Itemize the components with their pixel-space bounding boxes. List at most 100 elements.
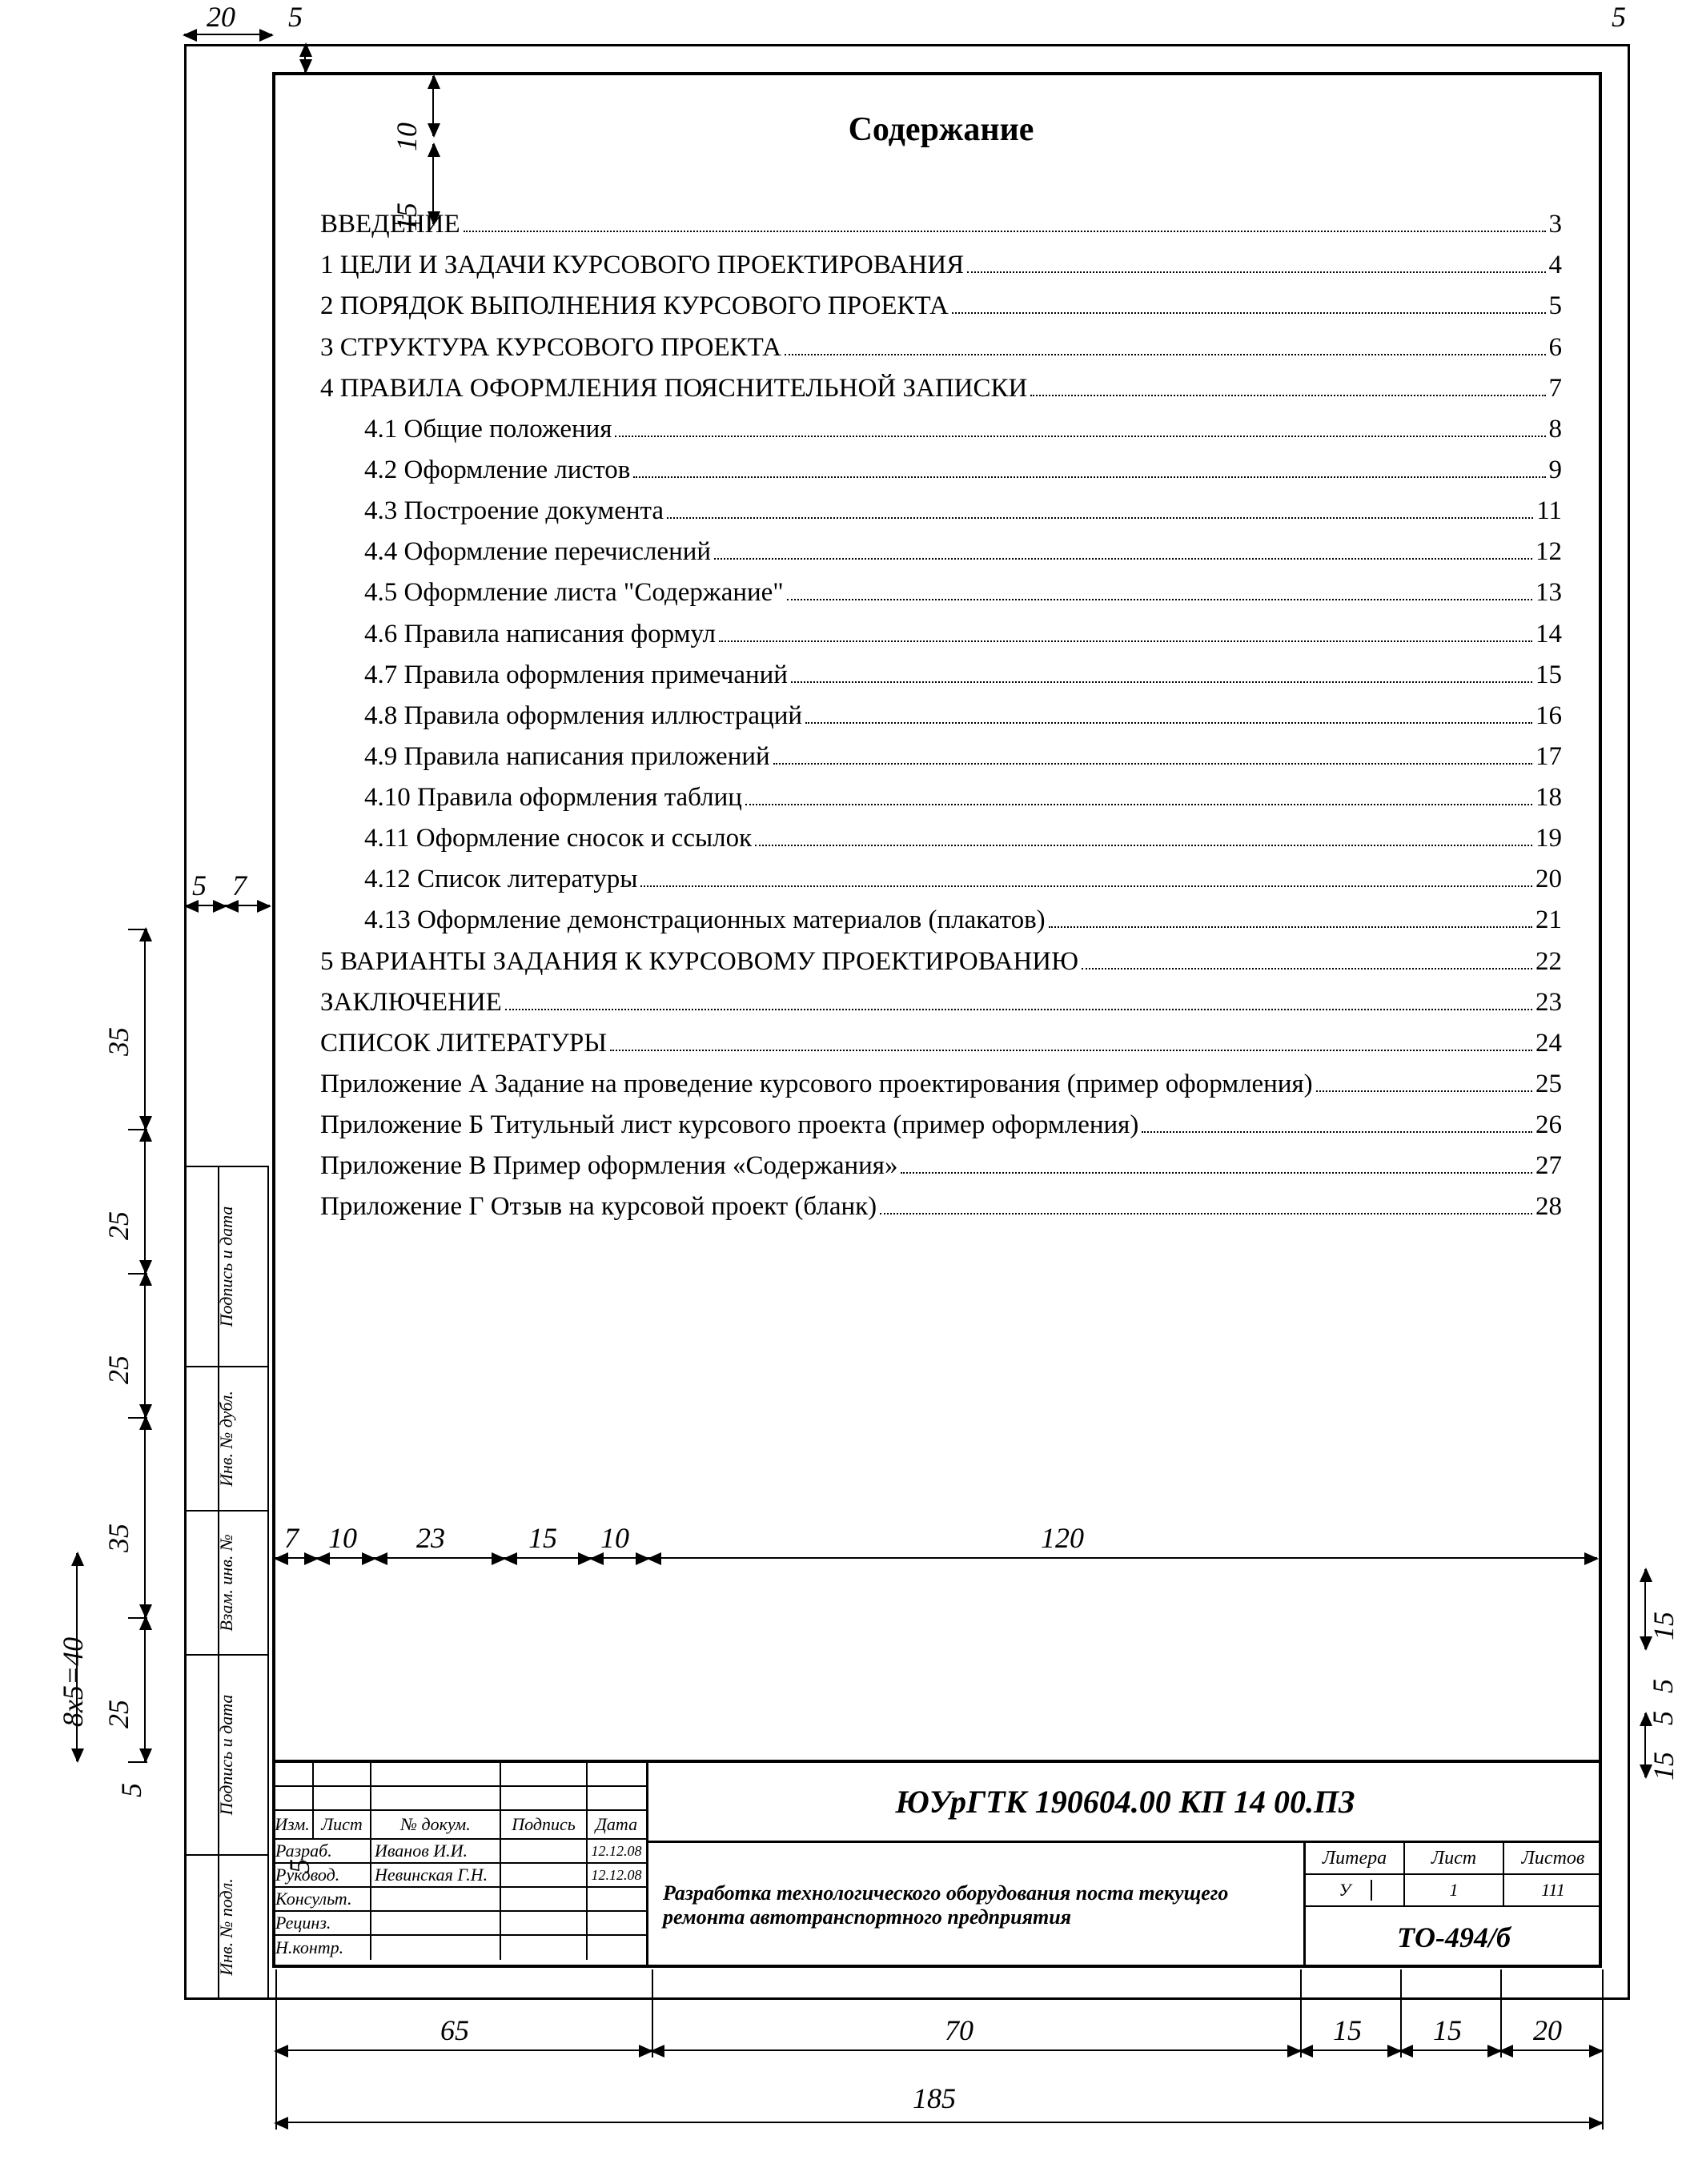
tb-person-row: Руковод.Невинская Г.Н.12.12.08 — [272, 1864, 646, 1888]
toc-page: 21 — [1535, 900, 1562, 941]
dim-line — [591, 1557, 648, 1559]
side-stamp-label: Подпись и дата — [216, 1695, 237, 1816]
dim-line — [1300, 2050, 1400, 2051]
toc-leader — [952, 312, 1546, 314]
toc-leader — [464, 231, 1546, 232]
toc-leader — [1142, 1131, 1532, 1133]
list-val: 1 — [1405, 1875, 1504, 1905]
dim-10: 10 — [390, 122, 424, 151]
toc-text: 4.13 Оформление демонстрационных материа… — [364, 900, 1046, 941]
toc-row: Приложение Г Отзыв на курсовой проект (б… — [320, 1186, 1562, 1227]
toc-text: 3 СТРУКТУРА КУРСОВОГО ПРОЕКТА — [320, 327, 781, 368]
toc-leader — [1082, 968, 1532, 970]
side-stamp-label: Инв. № подл. — [216, 1878, 237, 1976]
toc-text: Приложение В Пример оформления «Содержан… — [320, 1146, 897, 1186]
dim-line — [144, 1617, 146, 1761]
dim-120: 120 — [1041, 1521, 1084, 1555]
side-stamp-cell: Инв. № подл. — [186, 1854, 269, 1998]
toc-leader — [755, 845, 1532, 846]
dim-line — [432, 76, 434, 136]
tb-date: 12.12.08 — [588, 1864, 645, 1886]
tb-header-row: Изм. Лист № докум. Подпись Дата — [272, 1811, 646, 1840]
toc-row: 4.6 Правила написания формул14 — [320, 614, 1562, 655]
toc-text: 4.6 Правила написания формул — [364, 614, 716, 655]
dim-7: 7 — [284, 1521, 299, 1555]
dim-5: 5 — [1646, 1679, 1680, 1693]
ext-line — [275, 1969, 277, 2130]
toc-row: 4 ПРАВИЛА ОФОРМЛЕНИЯ ПОЯСНИТЕЛЬНОЙ ЗАПИС… — [320, 368, 1562, 409]
tb-sign — [501, 1912, 588, 1934]
toc-row: 5 ВАРИАНТЫ ЗАДАНИЯ К КУРСОВОМУ ПРОЕКТИРО… — [320, 941, 1562, 982]
dim-25: 25 — [102, 1355, 135, 1384]
toc-row: Приложение В Пример оформления «Содержан… — [320, 1146, 1562, 1186]
toc-page: 25 — [1535, 1064, 1562, 1105]
dim-35: 35 — [102, 1524, 135, 1552]
toc-row: ВВЕДЕНИЕ3 — [320, 204, 1562, 245]
side-stamp-label: Подпись и дата — [216, 1206, 237, 1327]
page: Содержание ВВЕДЕНИЕ31 ЦЕЛИ И ЗАДАЧИ КУРС… — [0, 0, 1682, 2184]
tb-meta-labels: Литера Лист Листов — [1306, 1843, 1602, 1875]
tb-name: Иванов И.И. — [371, 1840, 501, 1862]
tb-date: 12.12.08 — [588, 1840, 645, 1862]
tb-name — [371, 1888, 501, 1910]
toc-text: ЗАКЛЮЧЕНИЕ — [320, 982, 502, 1023]
tb-role: Н.контр. — [272, 1936, 371, 1960]
toc-text: 5 ВАРИАНТЫ ЗАДАНИЯ К КУРСОВОМУ ПРОЕКТИРО… — [320, 941, 1078, 982]
toc-row: 1 ЦЕЛИ И ЗАДАЧИ КУРСОВОГО ПРОЕКТИРОВАНИЯ… — [320, 245, 1562, 286]
toc-row: 3 СТРУКТУРА КУРСОВОГО ПРОЕКТА6 — [320, 327, 1562, 368]
tb-name: Невинская Г.Н. — [371, 1864, 501, 1886]
toc-leader — [787, 599, 1532, 600]
toc-row: СПИСОК ЛИТЕРАТУРЫ 24 — [320, 1023, 1562, 1064]
toc-leader — [667, 517, 1533, 519]
dim-5: 5 — [283, 1859, 316, 1873]
tb-desc-row: Разработка технологического оборудования… — [648, 1843, 1602, 1968]
toc-page: 9 — [1549, 450, 1563, 491]
dim-side-7: 7 — [232, 869, 247, 902]
dim-line — [275, 1557, 317, 1559]
dim-line — [504, 1557, 591, 1559]
tb-meta-values: У 1 111 — [1306, 1875, 1602, 1907]
dim-line — [1644, 1569, 1646, 1649]
toc-row: 4.9 Правила написания приложений17 — [320, 737, 1562, 777]
group-code: ТО-494/б — [1306, 1907, 1602, 1968]
toc-row: 4.13 Оформление демонстрационных материа… — [320, 900, 1562, 941]
tick — [128, 929, 147, 930]
dim-side-5: 5 — [192, 869, 207, 902]
dim-65: 65 — [440, 2013, 469, 2047]
toc-text: Приложение Б Титульный лист курсового пр… — [320, 1105, 1138, 1146]
toc-leader — [714, 558, 1532, 560]
toc-row: 4.1 Общие положения8 — [320, 409, 1562, 450]
tb-person-row: Разраб.Иванов И.И.12.12.08 — [272, 1840, 646, 1864]
toc: ВВЕДЕНИЕ31 ЦЕЛИ И ЗАДАЧИ КУРСОВОГО ПРОЕК… — [320, 204, 1562, 1228]
dim-line — [1644, 1713, 1646, 1777]
tb-header-izm: Изм. — [272, 1811, 314, 1838]
toc-text: 4.8 Правила оформления иллюстраций — [364, 696, 802, 737]
listov-label: Листов — [1504, 1843, 1602, 1873]
toc-text: СПИСОК ЛИТЕРАТУРЫ — [320, 1023, 607, 1064]
ext-line — [1602, 1969, 1604, 2130]
toc-text: Приложение Г Отзыв на курсовой проект (б… — [320, 1186, 877, 1227]
dim-25: 25 — [102, 1700, 135, 1728]
toc-page: 28 — [1535, 1186, 1562, 1227]
side-stamp-label: Инв. № дубл. — [216, 1391, 237, 1487]
toc-page: 24 — [1535, 1023, 1562, 1064]
toc-page: 5 — [1549, 286, 1563, 327]
toc-leader — [1049, 926, 1532, 928]
dim-10: 10 — [328, 1521, 357, 1555]
toc-leader — [880, 1213, 1532, 1214]
toc-leader — [901, 1172, 1532, 1174]
dim-line — [144, 929, 146, 1129]
tb-person-row: Н.контр. — [272, 1936, 646, 1960]
content-area: Содержание ВВЕДЕНИЕ31 ЦЕЛИ И ЗАДАЧИ КУРС… — [320, 96, 1562, 1228]
toc-row: 2 ПОРЯДОК ВЫПОЛНЕНИЯ КУРСОВОГО ПРОЕКТА5 — [320, 286, 1562, 327]
title-block: Изм. Лист № докум. Подпись Дата Разраб.И… — [272, 1760, 1602, 1968]
tb-spacer-row — [272, 1763, 646, 1787]
tb-role: Рецинз. — [272, 1912, 371, 1934]
dim-15: 15 — [390, 203, 424, 231]
ext-line — [652, 1969, 653, 2058]
dim-23: 23 — [416, 1521, 445, 1555]
toc-row: ЗАКЛЮЧЕНИЕ23 — [320, 982, 1562, 1023]
toc-page: 11 — [1536, 491, 1562, 532]
side-stamp-cell: Инв. № дубл. — [186, 1366, 269, 1510]
toc-row: Приложение А Задание на проведение курсо… — [320, 1064, 1562, 1105]
